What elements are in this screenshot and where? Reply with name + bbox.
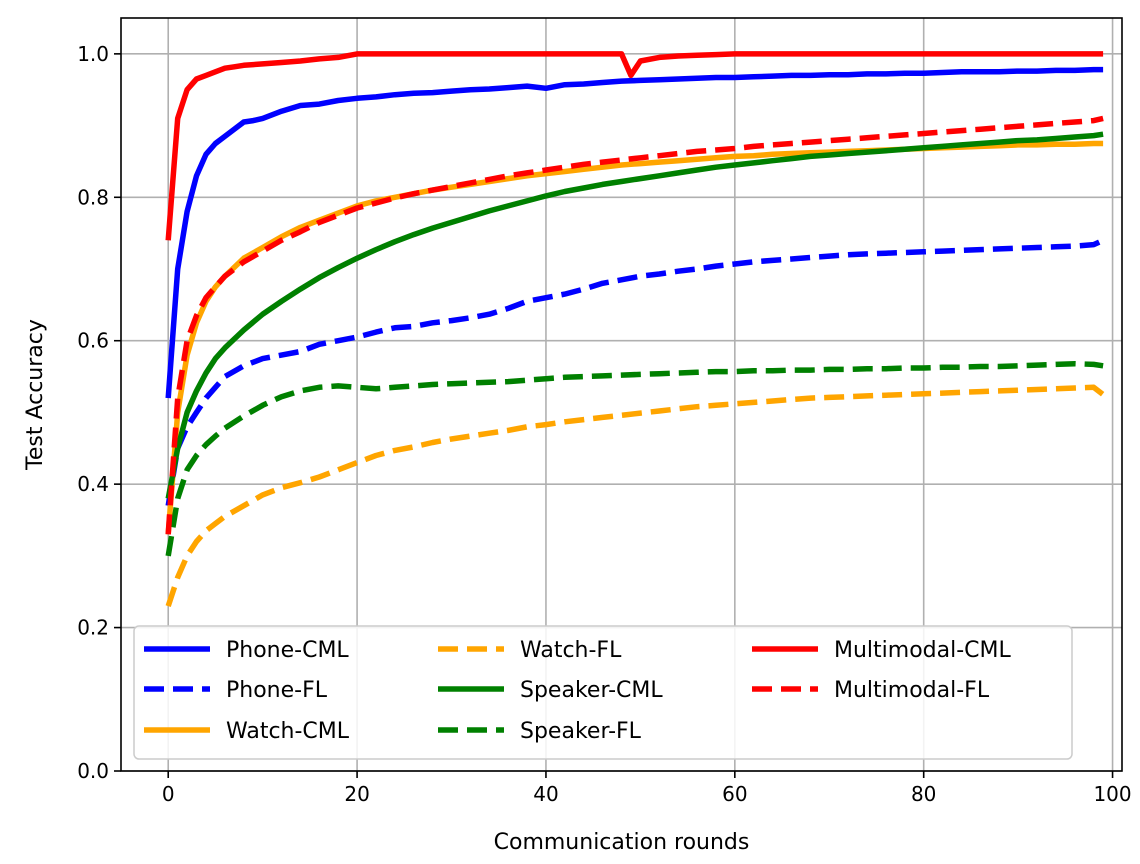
series-lines	[165, 51, 1105, 607]
x-tick-label: 80	[911, 782, 936, 806]
series-multimodal-cml	[165, 51, 1104, 241]
x-tick-label: 0	[162, 782, 175, 806]
legend-entry: Watch-CML	[226, 719, 350, 744]
legend-entry: Multimodal-CML	[834, 638, 1012, 663]
legend-entry: Speaker-CML	[520, 678, 663, 703]
y-tick-label: 0.4	[77, 472, 109, 496]
legend-entry: Multimodal-FL	[834, 678, 990, 703]
legend-entry: Phone-CML	[226, 638, 349, 663]
x-tick-label: 20	[344, 782, 369, 806]
series-speaker-cml	[165, 131, 1104, 500]
y-axis-ticks: 0.0 0.2 0.4 0.6 0.8 1.0	[77, 42, 121, 783]
x-axis-label: Communication rounds	[494, 830, 750, 855]
series-multimodal-fl	[165, 115, 1104, 535]
series-speaker-fl	[165, 360, 1104, 557]
x-tick-label: 40	[533, 782, 558, 806]
series-watch-fl	[165, 384, 1105, 607]
legend-box	[133, 625, 1073, 760]
legend-entry: Watch-FL	[520, 638, 622, 663]
legend-entry: Phone-FL	[226, 678, 328, 703]
y-tick-label: 0.6	[77, 329, 109, 353]
y-tick-label: 0.0	[77, 759, 109, 783]
y-tick-label: 0.8	[77, 185, 109, 209]
y-tick-label: 0.2	[77, 616, 109, 640]
series-watch-cml	[165, 140, 1104, 535]
legend: Phone-CML Phone-FL Watch-CML Watch-FL Speake…	[133, 625, 1073, 760]
x-tick-label: 100	[1093, 782, 1131, 806]
x-axis-ticks: 0 20 40 60 80 100	[162, 771, 1132, 806]
x-tick-label: 60	[722, 782, 747, 806]
series-phone-fl	[165, 237, 1105, 507]
y-axis-label: Test Accuracy	[23, 319, 48, 471]
y-tick-label: 1.0	[77, 42, 109, 66]
plot-frame	[120, 17, 1123, 772]
legend-entry: Speaker-FL	[520, 719, 642, 744]
series-phone-cml	[165, 66, 1104, 399]
